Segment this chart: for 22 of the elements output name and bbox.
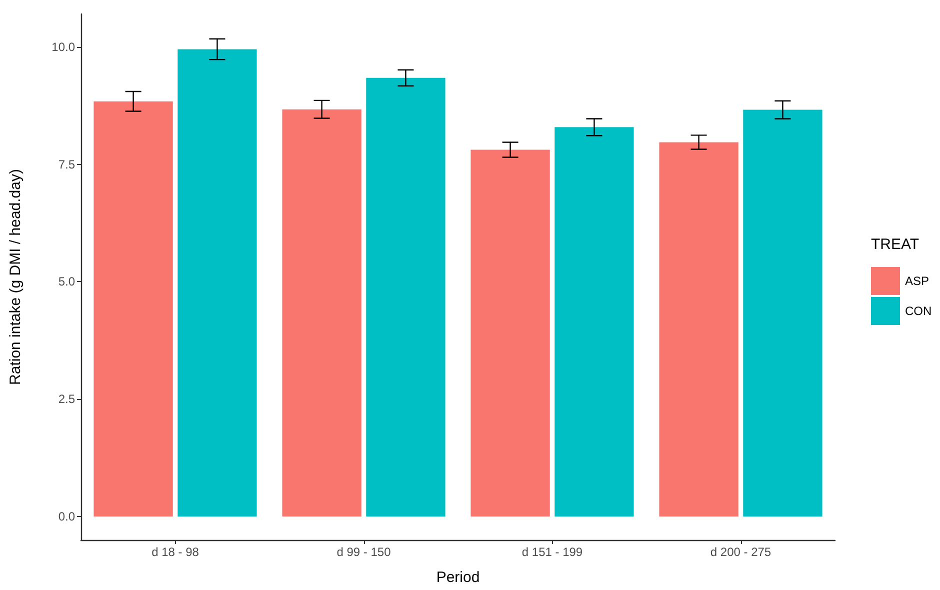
bar [178,49,257,517]
y-tick-label: 10.0 [52,40,76,54]
bar [366,78,446,517]
bar [470,150,550,517]
y-tick-label: 2.5 [58,392,76,406]
y-tick-label: 0.0 [58,510,76,524]
bar [659,142,738,517]
x-tick-label: d 200 - 275 [710,545,772,559]
bar [743,110,822,517]
x-tick-label: d 151 - 199 [522,545,583,559]
bar [282,109,362,517]
legend-label: CON [905,304,932,318]
bar [94,101,173,517]
y-tick-label: 5.0 [58,274,76,289]
y-axis-title: Ration intake (g DMI / head.day) [7,169,24,385]
legend-label: ASP [905,274,930,288]
x-axis-title: Period [436,569,480,586]
bar [554,127,634,517]
x-tick-label: d 18 - 98 [152,545,200,559]
legend-title: TREAT [871,236,920,253]
x-tick-label: d 99 - 150 [336,545,392,559]
y-tick-label: 7.5 [58,157,76,172]
